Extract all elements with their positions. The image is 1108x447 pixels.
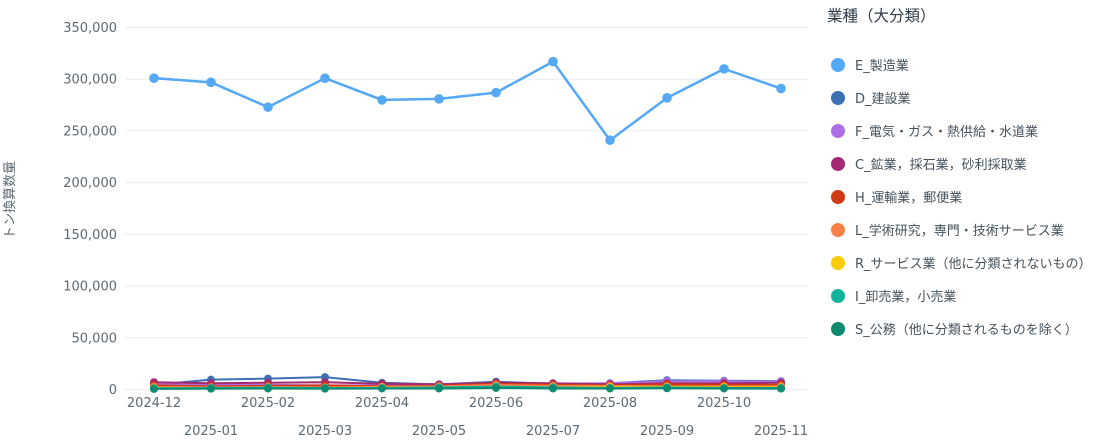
- series-marker-E: [377, 95, 387, 105]
- legend-item-label: E_製造業: [855, 59, 909, 74]
- y-tick-label: 300,000: [63, 73, 117, 88]
- legend-swatch-icon: [831, 156, 845, 171]
- series-marker-E: [320, 73, 330, 83]
- series-marker-E: [776, 83, 786, 94]
- legend: 業種（大分類） E_製造業 D_建設業 F_電気・ガス・熱供給・水道業 C_鉱業，採石…: [825, 4, 1105, 345]
- legend-item-label: C_鉱業，採石業，砂利採取業: [855, 158, 1027, 173]
- series-marker-E: [662, 93, 672, 103]
- legend-item-label: L_学術研究，専門・技術サービス業: [855, 224, 1064, 239]
- series-marker-E: [263, 102, 273, 112]
- series-marker-S: [321, 384, 329, 393]
- series-marker-E: [719, 64, 729, 74]
- x-tick-label: 2025-01: [184, 424, 238, 439]
- x-tick-label: 2025-03: [298, 424, 352, 439]
- x-tick-label: 2025-08: [583, 396, 637, 411]
- x-tick-label: 2025-10: [697, 396, 751, 411]
- series-marker-S: [663, 384, 671, 393]
- legend-title: 業種（大分類）: [827, 7, 936, 25]
- series-marker-S: [264, 384, 272, 393]
- y-tick-label: 250,000: [63, 124, 117, 139]
- series-marker-E: [149, 73, 159, 83]
- legend-swatch-icon: [831, 90, 845, 105]
- x-tick-label: 2025-07: [526, 424, 580, 439]
- line-chart: 0 50,000 100,000 150,000 200,000 250,000 300,0…: [3, 21, 808, 439]
- legend-item-label: D_建設業: [855, 92, 911, 107]
- legend-swatch-icon: [831, 255, 845, 270]
- series-marker-E: [206, 77, 216, 88]
- legend-item-E[interactable]: E_製造業: [825, 48, 1105, 81]
- x-tick-label: 2025-04: [355, 396, 409, 411]
- series-marker-S: [435, 384, 443, 393]
- x-tick-label: 2025-05: [412, 424, 466, 439]
- legend-item-D[interactable]: D_建設業: [825, 81, 1105, 114]
- x-tick-label: 2025-09: [640, 424, 694, 439]
- y-tick-label: 100,000: [63, 280, 117, 295]
- legend-swatch-icon: [831, 222, 845, 237]
- legend-item-label: R_サービス業（他に分類されないもの）: [855, 257, 1092, 272]
- legend-item-label: S_公務（他に分類されるものを除く）: [855, 323, 1078, 338]
- legend-item-C[interactable]: C_鉱業，採石業，砂利採取業: [825, 147, 1105, 180]
- series-marker-S: [720, 384, 728, 393]
- legend-items: E_製造業 D_建設業 F_電気・ガス・熱供給・水道業 C_鉱業，採石業，砂利採取業 H…: [825, 48, 1105, 345]
- series-marker-S: [777, 384, 785, 393]
- y-tick-label: 200,000: [63, 176, 117, 191]
- series-marker-S: [606, 384, 614, 393]
- y-tick-label: 50,000: [72, 331, 118, 346]
- legend-item-label: H_運輸業，郵便業: [855, 191, 963, 206]
- legend-item-label: F_電気・ガス・熱供給・水道業: [855, 125, 1038, 140]
- x-tick-label: 2025-11: [754, 424, 808, 439]
- legend-swatch-icon: [831, 123, 845, 138]
- y-tick-label: 0: [109, 383, 117, 398]
- x-tick-label: 2025-02: [241, 396, 295, 411]
- legend-item-R[interactable]: R_サービス業（他に分類されないもの）: [825, 246, 1105, 279]
- series-marker-E: [548, 56, 558, 67]
- legend-item-S[interactable]: S_公務（他に分類されるものを除く）: [825, 312, 1105, 345]
- legend-item-label: I_卸売業，小売業: [855, 290, 957, 305]
- x-tick-label: 2024-12: [127, 396, 181, 411]
- series-line-C: [153, 381, 782, 386]
- series-marker-E: [605, 135, 615, 146]
- series-marker-E: [491, 87, 501, 98]
- series-marker-S: [492, 383, 500, 392]
- legend-item-F[interactable]: F_電気・ガス・熱供給・水道業: [825, 114, 1105, 147]
- legend-swatch-icon: [831, 189, 845, 204]
- series-line-E: [152, 60, 783, 142]
- y-tick-label: 150,000: [63, 228, 117, 243]
- x-tick-label: 2025-06: [469, 396, 523, 411]
- series-marker-E: [434, 94, 444, 104]
- legend-swatch-icon: [831, 57, 845, 72]
- y-tick-label: 350,000: [63, 21, 117, 36]
- series-marker-S: [150, 384, 158, 393]
- legend-item-H[interactable]: H_運輸業，郵便業: [825, 180, 1105, 213]
- series-marker-S: [378, 384, 386, 393]
- series-marker-S: [549, 384, 557, 393]
- y-axis-title: トン換算数量: [3, 161, 18, 239]
- legend-item-I[interactable]: I_卸売業，小売業: [825, 279, 1105, 312]
- series-line-S: [153, 386, 782, 390]
- legend-swatch-icon: [831, 288, 845, 303]
- legend-item-L[interactable]: L_学術研究，専門・技術サービス業: [825, 213, 1105, 246]
- series-marker-S: [207, 384, 215, 393]
- legend-swatch-icon: [831, 321, 845, 336]
